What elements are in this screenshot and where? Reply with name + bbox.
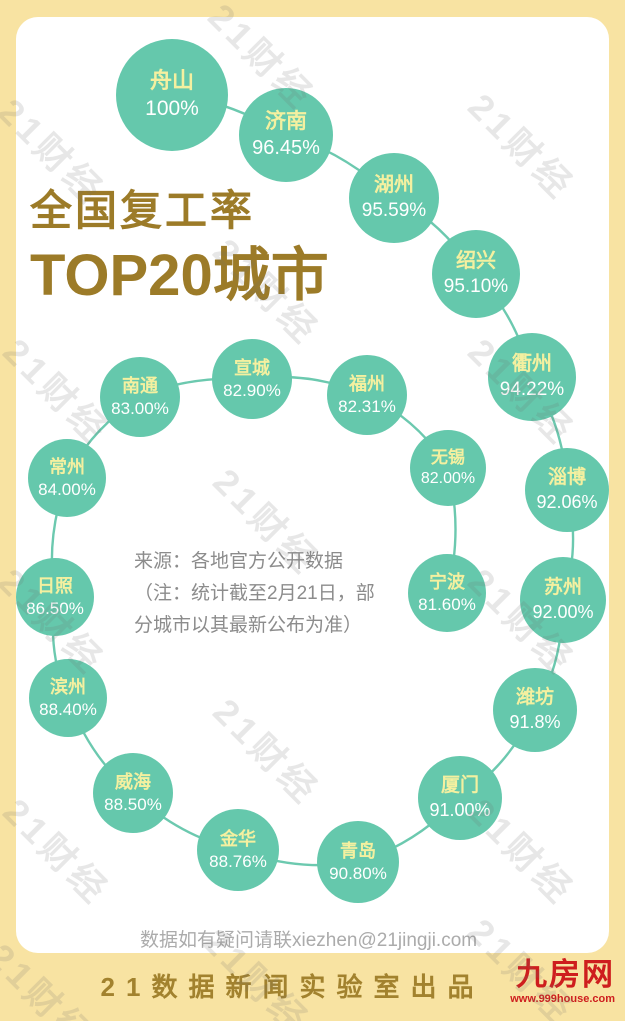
city-bubble-17: 宣城 82.90% xyxy=(212,339,292,419)
city-name: 衢州 xyxy=(512,353,552,376)
city-bubble-20: 宁波 81.60% xyxy=(408,554,486,632)
city-name: 金华 xyxy=(220,828,256,849)
city-name: 福州 xyxy=(349,373,385,394)
city-name: 潍坊 xyxy=(515,687,554,709)
city-name: 宁波 xyxy=(429,571,465,592)
city-name: 日照 xyxy=(37,575,73,596)
city-percent: 88.76% xyxy=(209,851,267,871)
city-percent: 90.80% xyxy=(329,863,387,883)
city-percent: 84.00% xyxy=(38,479,96,499)
city-bubble-10: 青岛 90.80% xyxy=(317,821,399,903)
city-bubble-14: 日照 86.50% xyxy=(16,558,94,636)
city-percent: 83.00% xyxy=(111,398,169,418)
city-bubble-16: 南通 83.00% xyxy=(100,357,180,437)
contact-note: 数据如有疑问请联xiezhen@21jingji.com xyxy=(140,930,478,951)
source-note-line3: 分城市以其最新公布为准） xyxy=(134,615,363,636)
city-bubble-7: 苏州 92.00% xyxy=(520,557,606,643)
city-percent: 94.22% xyxy=(499,378,565,400)
city-name: 厦门 xyxy=(440,775,479,797)
city-name: 舟山 xyxy=(149,68,194,94)
city-bubble-5: 衢州 94.22% xyxy=(488,333,576,421)
city-name: 滨州 xyxy=(50,676,86,697)
city-bubble-2: 济南 96.45% xyxy=(239,88,333,182)
city-bubble-18: 福州 82.31% xyxy=(327,355,407,435)
city-percent: 92.00% xyxy=(532,601,594,622)
city-name: 常州 xyxy=(49,456,85,477)
city-bubble-4: 绍兴 95.10% xyxy=(432,230,520,318)
city-name: 湖州 xyxy=(374,174,414,197)
source-note-line2: （注：统计截至2月21日，部 xyxy=(134,583,375,604)
source-note-line1: 来源：各地官方公开数据 xyxy=(134,551,344,572)
city-bubble-3: 湖州 95.59% xyxy=(349,153,439,243)
city-bubble-11: 金华 88.76% xyxy=(197,809,279,891)
city-name: 绍兴 xyxy=(456,250,496,273)
city-percent: 82.31% xyxy=(338,396,396,416)
city-percent: 81.60% xyxy=(418,594,476,614)
city-percent: 95.10% xyxy=(443,275,509,297)
city-percent: 86.50% xyxy=(26,598,84,618)
connector-path xyxy=(50,93,575,867)
city-name: 宣城 xyxy=(234,357,270,378)
city-bubble-15: 常州 84.00% xyxy=(28,439,106,517)
city-bubble-9: 厦门 91.00% xyxy=(418,756,502,840)
city-percent: 88.50% xyxy=(104,794,162,814)
city-bubble-1: 舟山 100% xyxy=(116,39,228,151)
city-name: 济南 xyxy=(265,109,307,133)
city-percent: 82.00% xyxy=(420,469,476,487)
city-bubble-13: 滨州 88.40% xyxy=(29,659,107,737)
logo-url: www.999house.com xyxy=(510,993,615,1006)
jiufang-logo: 九房网 www.999house.com xyxy=(510,957,615,1006)
city-percent: 82.90% xyxy=(223,380,281,400)
page-title: 全国复工率 TOP20城市 xyxy=(30,186,329,308)
producer-credit: 21数据新闻实验室出品 xyxy=(100,972,485,1002)
logo-text: 九房网 xyxy=(516,957,615,992)
title-line2: TOP20城市 xyxy=(30,243,329,309)
city-name: 青岛 xyxy=(340,840,376,861)
city-percent: 91.8% xyxy=(509,711,561,732)
title-line1: 全国复工率 xyxy=(30,187,256,234)
city-bubble-12: 威海 88.50% xyxy=(93,753,173,833)
city-percent: 91.00% xyxy=(429,799,491,820)
city-name: 威海 xyxy=(115,771,151,792)
city-percent: 100% xyxy=(145,96,199,120)
city-percent: 96.45% xyxy=(252,136,320,159)
city-name: 无锡 xyxy=(431,447,465,467)
city-bubble-6: 淄博 92.06% xyxy=(525,448,609,532)
city-bubble-19: 无锡 82.00% xyxy=(410,430,486,506)
source-note: 来源：各地官方公开数据 （注：统计截至2月21日，部 分城市以其最新公布为准） xyxy=(134,546,375,642)
city-name: 南通 xyxy=(122,375,158,396)
city-percent: 88.40% xyxy=(39,699,97,719)
city-name: 淄博 xyxy=(547,467,586,489)
city-name: 苏州 xyxy=(543,577,582,599)
city-bubble-8: 潍坊 91.8% xyxy=(493,668,577,752)
city-percent: 95.59% xyxy=(361,199,427,221)
city-percent: 92.06% xyxy=(536,491,598,512)
